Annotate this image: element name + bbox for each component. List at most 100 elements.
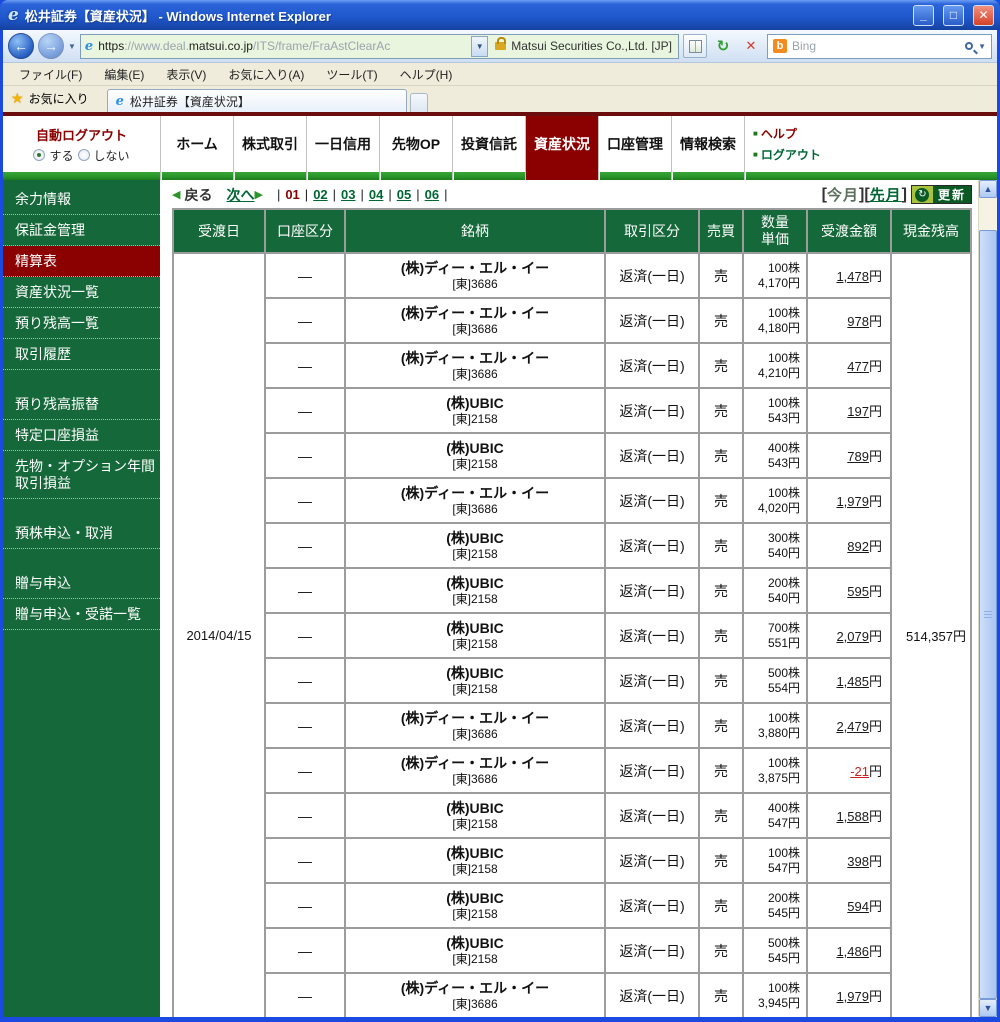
settlement-amount-link[interactable]: 1,478 bbox=[836, 269, 869, 284]
scroll-up-icon[interactable]: ▲ bbox=[979, 180, 997, 198]
menu-item[interactable]: お気に入り(A) bbox=[228, 67, 305, 82]
deal-type-cell: 返済(一日) bbox=[604, 792, 700, 839]
settlement-amount-link[interactable]: 477 bbox=[847, 359, 869, 374]
menu-item[interactable]: 表示(V) bbox=[166, 67, 207, 82]
stock-name: (株)UBIC bbox=[446, 395, 504, 411]
sidebar-item[interactable]: 預株申込・取消 bbox=[3, 518, 160, 549]
favorites-button[interactable]: ★ お気に入り bbox=[9, 90, 99, 112]
forward-button[interactable]: → bbox=[38, 33, 64, 59]
auto-logout-off-radio[interactable] bbox=[77, 149, 90, 161]
last-month-link[interactable]: 先月 bbox=[869, 187, 902, 204]
sidebar-item[interactable]: 先物・オプション年間取引損益 bbox=[3, 451, 160, 499]
settlement-amount-link[interactable]: -21 bbox=[850, 764, 869, 779]
settlement-amount-link[interactable]: 1,588 bbox=[836, 809, 869, 824]
nav-tab[interactable]: 先物OP bbox=[379, 116, 452, 180]
scroll-down-icon[interactable]: ▼ bbox=[979, 999, 997, 1017]
new-tab-stub[interactable] bbox=[409, 93, 428, 112]
browser-tab[interactable]: e 松井証券【資産状況】 bbox=[106, 89, 407, 112]
sidebar-item[interactable]: 贈与申込・受諾一覧 bbox=[3, 599, 160, 630]
history-dropdown-icon[interactable]: ▼ bbox=[68, 41, 76, 51]
nav-tab[interactable]: 口座管理 bbox=[598, 116, 671, 180]
amount-cell: 789円 bbox=[806, 432, 892, 479]
search-box[interactable]: b Bing ▼ bbox=[767, 33, 992, 59]
auto-logout-on-radio[interactable] bbox=[33, 149, 46, 161]
nav-tab[interactable]: 一日信用 bbox=[306, 116, 379, 180]
pager-back[interactable]: 戻る bbox=[184, 186, 213, 203]
maximize-button[interactable]: □ bbox=[943, 4, 964, 26]
search-icon[interactable] bbox=[965, 42, 974, 50]
menu-item[interactable]: ファイル(F) bbox=[19, 67, 83, 82]
account-type-cell: ― bbox=[264, 252, 346, 299]
close-button[interactable]: ✕ bbox=[973, 4, 994, 26]
scrollbar-thumb[interactable] bbox=[979, 230, 997, 999]
update-button[interactable]: ↻ 更新 bbox=[910, 185, 972, 204]
nav-tab[interactable]: 情報検索 bbox=[671, 116, 744, 180]
nav-tab[interactable]: 投資信託 bbox=[452, 116, 525, 180]
nav-tab[interactable]: 資産状況 bbox=[525, 116, 598, 180]
sidebar-item[interactable]: 保証金管理 bbox=[3, 215, 160, 246]
scrollbar-track[interactable] bbox=[979, 198, 997, 230]
page-number[interactable]: 05 bbox=[396, 187, 412, 202]
sidebar-item[interactable]: 預り残高一覧 bbox=[3, 308, 160, 339]
settlement-amount-link[interactable]: 892 bbox=[847, 539, 869, 554]
settlement-amount-link[interactable]: 595 bbox=[847, 584, 869, 599]
table-row: ― (株)ディー・エル・イー [東]3686 返済(一日) 売 100株 3,880円 2,4… bbox=[173, 702, 971, 749]
quantity: 200株 bbox=[767, 575, 800, 590]
nav-tab[interactable]: 株式取引 bbox=[233, 116, 306, 180]
stock-code: [東]3686 bbox=[452, 277, 498, 291]
address-dropdown-icon[interactable]: ▼ bbox=[471, 35, 489, 57]
sidebar-item[interactable]: 贈与申込 bbox=[3, 568, 160, 599]
side-cell: 売 bbox=[698, 837, 744, 884]
refresh-button[interactable]: ↻ bbox=[711, 34, 735, 58]
back-button[interactable]: ← bbox=[8, 33, 34, 59]
settlement-amount-link[interactable]: 978 bbox=[847, 314, 869, 329]
stock-code: [東]2158 bbox=[452, 682, 498, 696]
compatibility-view-button[interactable] bbox=[683, 34, 707, 58]
settlement-amount-link[interactable]: 789 bbox=[847, 449, 869, 464]
yen-suffix: 円 bbox=[868, 584, 882, 599]
stop-button[interactable]: ✕ bbox=[739, 34, 763, 58]
page-number[interactable]: 04 bbox=[368, 187, 384, 202]
pager-next[interactable]: 次へ bbox=[226, 186, 255, 203]
logout-link[interactable]: ■ ログアウト bbox=[753, 148, 821, 162]
settlement-amount-link[interactable]: 2,479 bbox=[836, 719, 869, 734]
page-number[interactable]: 02 bbox=[313, 187, 328, 202]
settlement-amount-link[interactable]: 594 bbox=[847, 899, 869, 914]
quantity: 100株 bbox=[767, 710, 800, 725]
minimize-button[interactable]: _ bbox=[913, 4, 934, 26]
side-cell: 売 bbox=[698, 792, 744, 839]
vertical-scrollbar[interactable]: ▲ ▼ bbox=[978, 180, 997, 1017]
settlement-amount-link[interactable]: 1,979 bbox=[836, 989, 869, 1004]
sidebar-item[interactable]: 資産状況一覧 bbox=[3, 277, 160, 308]
account-type-cell: ― bbox=[264, 522, 346, 569]
yen-suffix: 円 bbox=[868, 629, 882, 644]
settlement-amount-link[interactable]: 1,486 bbox=[836, 944, 869, 959]
address-bar[interactable]: e https://www.deal.matsui.co.jp/ITS/fram… bbox=[79, 33, 679, 59]
sidebar-item[interactable]: 取引履歴 bbox=[3, 339, 160, 370]
sidebar-item[interactable]: 特定口座損益 bbox=[3, 420, 160, 451]
settlement-amount-link[interactable]: 1,485 bbox=[836, 674, 869, 689]
menu-item[interactable]: ヘルプ(H) bbox=[399, 67, 453, 82]
certificate-name[interactable]: Matsui Securities Co.,Ltd. [JP] bbox=[511, 39, 672, 53]
search-dropdown-icon[interactable]: ▼ bbox=[978, 41, 986, 51]
stop-icon: ✕ bbox=[745, 38, 757, 53]
sidebar-item[interactable]: 精算表 bbox=[3, 246, 160, 277]
unit-price: 543円 bbox=[767, 410, 800, 425]
settlement-amount-link[interactable]: 1,979 bbox=[836, 494, 869, 509]
sidebar-item[interactable]: 余力情報 bbox=[3, 184, 160, 215]
lock-icon[interactable] bbox=[495, 37, 507, 50]
table-row: ― (株)ディー・エル・イー [東]3686 返済(一日) 売 100株 4,020円 1,9… bbox=[173, 477, 971, 524]
settlement-amount-link[interactable]: 197 bbox=[847, 404, 869, 419]
help-link[interactable]: ■ ヘルプ bbox=[753, 127, 797, 141]
settlement-amount-link[interactable]: 398 bbox=[847, 854, 869, 869]
menu-item[interactable]: ツール(T) bbox=[326, 67, 378, 82]
url-text[interactable]: https://www.deal.matsui.co.jp/ITS/frame/… bbox=[98, 39, 391, 53]
menu-item[interactable]: 編集(E) bbox=[104, 67, 145, 82]
page-number[interactable]: 06 bbox=[424, 187, 440, 202]
nav-tab[interactable]: ホーム bbox=[160, 116, 233, 180]
page-number[interactable]: 03 bbox=[341, 187, 356, 202]
settlement-amount-link[interactable]: 2,079 bbox=[836, 629, 869, 644]
sidebar-item[interactable]: 預り残高振替 bbox=[3, 389, 160, 420]
account-type-cell: ― bbox=[264, 567, 346, 614]
